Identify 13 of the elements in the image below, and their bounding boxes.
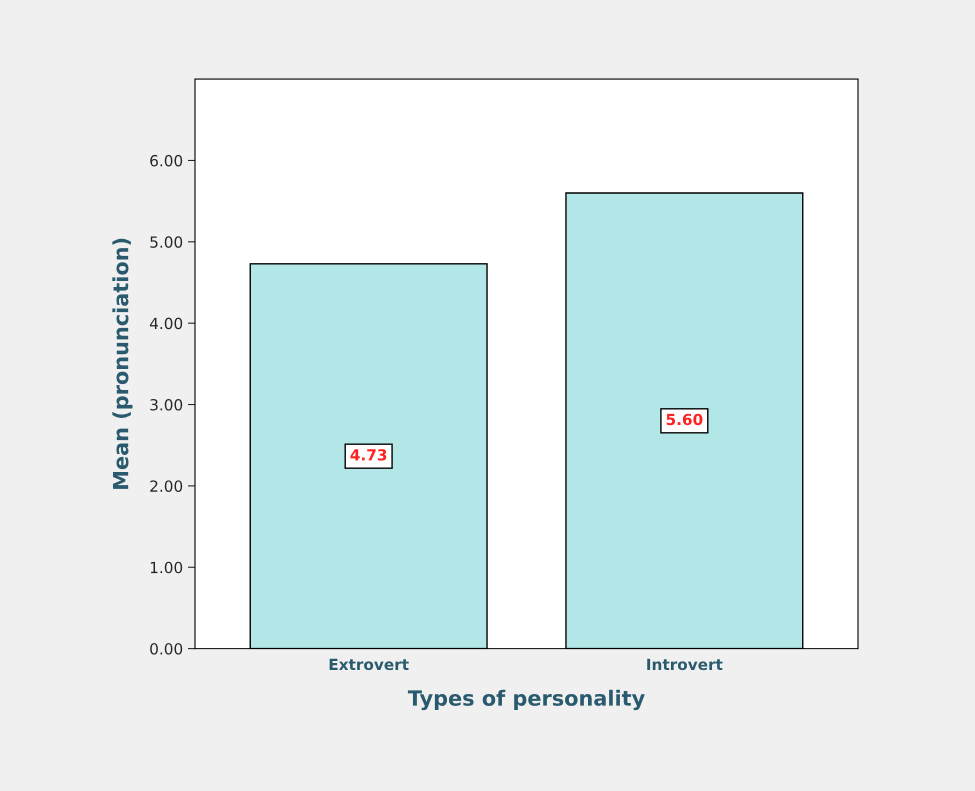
- y-tick-label: 2.00: [150, 480, 182, 492]
- y-tick-label: 4.00: [150, 318, 182, 330]
- x-tick-label: Extrovert: [330, 658, 409, 670]
- y-tick-label: 6.00: [150, 154, 182, 166]
- data-label: 5.60: [666, 414, 702, 426]
- y-tick-label: 5.00: [150, 236, 182, 248]
- data-label: 4.73: [350, 449, 386, 461]
- x-axis-title: Types of personality: [408, 690, 645, 710]
- y-axis-title: Mean (pronunciation): [112, 238, 133, 489]
- y-tick-label: 3.00: [150, 399, 182, 411]
- y-tick-label: 0.00: [150, 643, 182, 655]
- x-tick-label: Introvert: [647, 658, 723, 670]
- y-tick-label: 1.00: [150, 562, 182, 574]
